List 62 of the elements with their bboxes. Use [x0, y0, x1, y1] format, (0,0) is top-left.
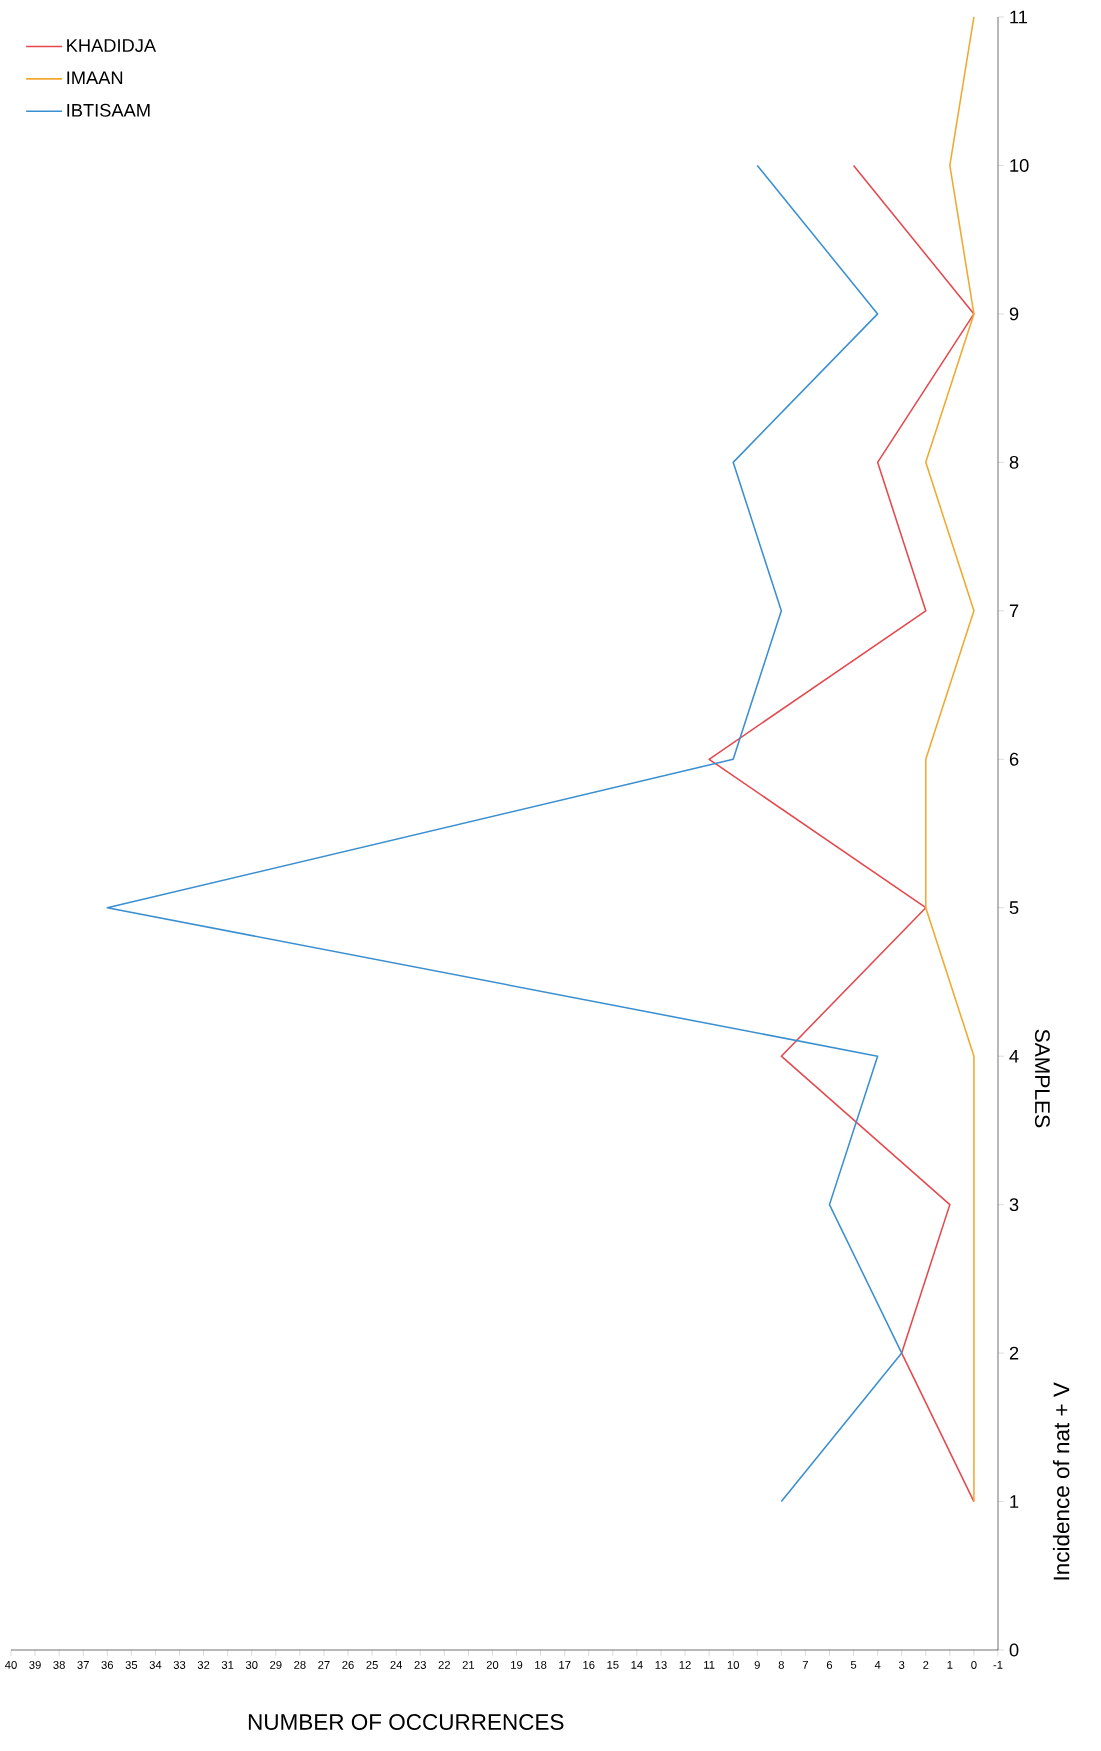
x-tick-label: 18 — [535, 1660, 547, 1669]
x-tick-label: 23 — [414, 1660, 426, 1669]
text: Incidence of nat + V — [1052, 1382, 1070, 1580]
y-tick-label: 0 — [1009, 1643, 1019, 1657]
x-tick-label: 38 — [53, 1660, 65, 1669]
y-tick-label: 2 — [1009, 1346, 1019, 1360]
x-tick-label: 40 — [5, 1660, 17, 1669]
x-tick-label: 7 — [802, 1660, 808, 1669]
x-tick-label: 1 — [947, 1660, 953, 1669]
y-tick-label: 1 — [1010, 1495, 1019, 1508]
x-tick-label: 27 — [318, 1660, 330, 1669]
legend-label: IBTISAAM — [67, 103, 150, 117]
y-tick-label: 3 — [1009, 1198, 1019, 1212]
x-tick-label: 26 — [342, 1660, 354, 1669]
x-tick-label: 33 — [173, 1660, 186, 1669]
y-tick-label: 8 — [1009, 455, 1019, 469]
x-tick-label: 30 — [245, 1660, 258, 1669]
x-tick-label: 31 — [221, 1660, 234, 1669]
x-tick-label: 11 — [704, 1660, 715, 1669]
x-tick-label: 24 — [390, 1660, 403, 1669]
x-tick-label: 3 — [898, 1660, 905, 1669]
y-tick-label: 6 — [1009, 752, 1019, 766]
x-tick-label: 8 — [778, 1660, 784, 1669]
x-tick-label: 13 — [655, 1660, 667, 1669]
legend-label: KHADIDJA — [67, 39, 157, 52]
y-tick-label: 9 — [1009, 307, 1019, 321]
x-tick-label: 19 — [511, 1660, 523, 1669]
y-tick-label: 4 — [1009, 1049, 1019, 1063]
x-tick-label: 32 — [197, 1660, 210, 1669]
y-tick-label: 5 — [1009, 901, 1019, 915]
y-tick-label: 10 — [1010, 158, 1029, 172]
x-tick-label: 34 — [149, 1660, 162, 1669]
y-tick-label: 11 — [1010, 10, 1028, 24]
x-tick-label: 2 — [923, 1660, 929, 1669]
x-tick-label: 9 — [754, 1660, 760, 1669]
x-tick-label: 37 — [77, 1660, 89, 1669]
x-tick-label: 20 — [486, 1660, 499, 1669]
x-tick-label: 22 — [438, 1660, 450, 1669]
x-tick-label: 36 — [101, 1660, 114, 1669]
x-axis-title: NUMBER OF OCCURRENCES — [248, 1714, 564, 1730]
x-tick-label: 21 — [462, 1660, 475, 1669]
x-tick-label: 10 — [727, 1660, 739, 1669]
line-series — [106, 164, 903, 1503]
x-tick-label: 28 — [294, 1660, 306, 1669]
x-tick-label: 12 — [679, 1660, 691, 1669]
x-tick-label: 25 — [366, 1660, 378, 1669]
x-tick-label: 4 — [874, 1660, 881, 1669]
x-tick-label: 6 — [826, 1660, 833, 1669]
legend-label: IMAAN — [67, 71, 123, 85]
x-tick-label: 35 — [125, 1660, 138, 1669]
y-tick-label: 7 — [1009, 604, 1019, 618]
line-series — [708, 164, 975, 1503]
x-tick-label: 15 — [607, 1660, 619, 1669]
x-tick-label: 16 — [583, 1660, 595, 1669]
x-tick-label: 39 — [29, 1660, 41, 1669]
x-tick-label: 29 — [270, 1660, 282, 1669]
y-axis-title: SAMPLES — [1034, 1029, 1050, 1128]
x-tick-label: 14 — [631, 1660, 643, 1669]
x-tick-label: -1 — [993, 1660, 1003, 1669]
x-tick-label: 17 — [559, 1660, 571, 1669]
x-tick-label: 5 — [850, 1660, 857, 1669]
x-tick-label: 0 — [971, 1660, 977, 1669]
